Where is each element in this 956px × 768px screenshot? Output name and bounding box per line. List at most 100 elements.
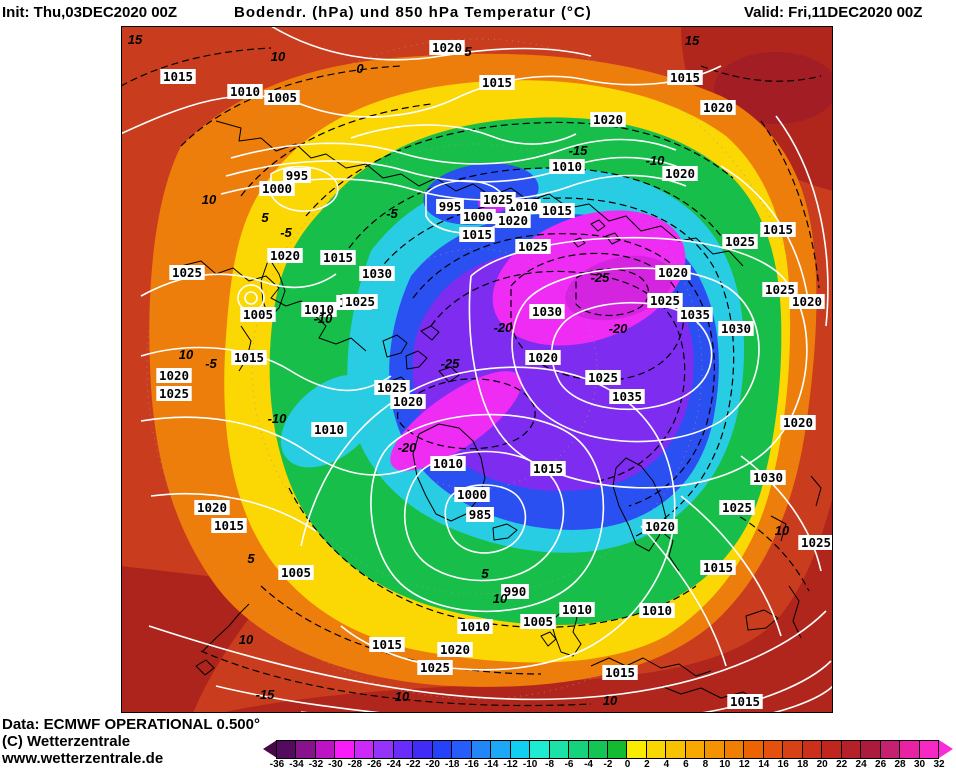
svg-text:1015: 1015 <box>163 69 193 84</box>
colorbar-tick-label: 14 <box>758 759 770 768</box>
colorbar-cell <box>334 740 355 759</box>
colorbar-cell <box>490 740 511 759</box>
temperature-contour-label: -5 <box>386 206 398 221</box>
pressure-label: 1025 <box>647 293 683 308</box>
svg-text:1030: 1030 <box>753 470 783 485</box>
svg-text:1020: 1020 <box>528 350 558 365</box>
colorbar-cell <box>918 740 939 759</box>
colorbar-cell <box>529 740 550 759</box>
temperature-labels-layer: 15 10 5 0 15 -15 -10 10 5 -5 -5 -10 10 -5 -10 -25 -20 -20… <box>128 32 790 708</box>
colorbar-cell <box>879 740 901 759</box>
colorbar-tick-label: 16 <box>777 759 789 768</box>
svg-text:1025: 1025 <box>650 293 680 308</box>
svg-text:1020: 1020 <box>432 40 462 55</box>
pressure-label: 1015 <box>539 203 575 218</box>
temperature-contour-label: 5 <box>464 44 472 59</box>
temperature-contour-label: 0 <box>356 61 364 76</box>
svg-text:1000: 1000 <box>457 487 487 502</box>
pressure-label: 1000 <box>454 487 490 502</box>
svg-text:1030: 1030 <box>721 321 751 336</box>
colorbar-cell <box>899 740 920 759</box>
svg-text:1035: 1035 <box>680 307 710 322</box>
colorbar-tick-label: 30 <box>913 759 926 768</box>
temperature-colorbar: -36 -34 -32 -30 -28 -26 -24 -22 -20 -18 -16 -14 -12-… <box>263 740 956 768</box>
colorbar-cell <box>451 740 472 759</box>
svg-text:1010: 1010 <box>230 84 260 99</box>
pressure-label: 985 <box>466 507 494 522</box>
map-area: 1015 1010 1005 1020 1015 1015 1020 1020 1020 1010… <box>121 26 833 713</box>
temperature-contour-label: -20 <box>398 440 418 455</box>
svg-text:985: 985 <box>469 507 492 522</box>
svg-text:1005: 1005 <box>267 90 297 105</box>
pressure-label: 1015 <box>727 694 763 709</box>
pressure-label: 1025 <box>169 265 205 280</box>
pressure-label: 1015 <box>320 250 356 265</box>
colorbar-cell <box>431 740 453 759</box>
svg-text:1020: 1020 <box>440 642 470 657</box>
svg-text:1025: 1025 <box>377 380 407 395</box>
colorbar-tick-label: -28 <box>347 759 363 768</box>
colorbar-tick-label: 32 <box>933 759 945 768</box>
pressure-label: 1015 <box>667 70 703 85</box>
colorbar-cell <box>626 740 647 759</box>
pressure-label: 1015 <box>231 350 267 365</box>
colorbar-tick-label: -22 <box>406 759 421 768</box>
temperature-contour-label: -10 <box>268 411 288 426</box>
colorbar-tick-label: 12 <box>738 759 750 768</box>
colorbar-cell <box>723 740 745 759</box>
svg-text:1020: 1020 <box>665 166 695 181</box>
pressure-label: 1020 <box>429 40 465 55</box>
colorbar-cell <box>607 740 628 759</box>
colorbar-tick-label: -30 <box>328 759 343 768</box>
colorbar-tick-label: 28 <box>894 759 906 768</box>
colorbar-tick-label: 20 <box>816 759 828 768</box>
pressure-label: 1035 <box>609 389 645 404</box>
colorbar-cell <box>704 740 725 759</box>
pressure-label: 990 <box>501 584 529 599</box>
svg-text:1015: 1015 <box>730 694 760 709</box>
temperature-contour-label: 10 <box>271 49 286 64</box>
pressure-label: 1010 <box>311 422 347 437</box>
svg-text:1020: 1020 <box>197 500 227 515</box>
colorbar-cell <box>392 740 414 759</box>
colorbar-cell <box>684 740 706 759</box>
isobar-layer <box>121 26 833 713</box>
pressure-label: 1025 <box>585 370 621 385</box>
svg-text:1010: 1010 <box>304 302 334 317</box>
colorbar-cell <box>314 740 336 759</box>
svg-text:1020: 1020 <box>270 248 300 263</box>
svg-text:1000: 1000 <box>463 209 493 224</box>
pressure-label: 1030 <box>750 470 786 485</box>
colorbar-tick-label: 22 <box>836 759 848 768</box>
svg-text:1010: 1010 <box>562 602 592 617</box>
colorbar-tick-label: -2 <box>603 759 613 768</box>
colorbar-cell <box>587 740 608 759</box>
pressure-label: 1020 <box>700 100 736 115</box>
temperature-contour-label: 10 <box>775 523 790 538</box>
pressure-label: 1025 <box>417 660 453 675</box>
colorbar-tick-label: 0 <box>624 759 631 768</box>
temperature-contour-label: -10 <box>314 311 334 326</box>
pressure-label: 1015 <box>602 665 638 680</box>
pressure-label: 1025 <box>722 234 758 249</box>
temperature-contour-label: 10 <box>179 347 194 362</box>
svg-text:1025: 1025 <box>420 660 450 675</box>
svg-text:1010: 1010 <box>460 619 490 634</box>
svg-text:1005: 1005 <box>243 307 273 322</box>
map-frame <box>121 26 833 713</box>
svg-text:1035: 1035 <box>612 389 642 404</box>
svg-text:1015: 1015 <box>323 250 353 265</box>
svg-text:1015: 1015 <box>214 518 244 533</box>
pressure-label: 1015 <box>479 75 515 90</box>
pressure-label: 1005 <box>278 565 314 580</box>
colorbar-tick-label: -8 <box>545 759 555 768</box>
temperature-contour-label: 5 <box>261 210 269 225</box>
colorbar-cell <box>353 740 375 759</box>
colorbar-cell <box>373 740 394 759</box>
svg-text:1025: 1025 <box>483 192 513 207</box>
colorbar-cell <box>645 740 667 759</box>
svg-text:1015: 1015 <box>234 350 264 365</box>
svg-text:1025: 1025 <box>801 535 831 550</box>
svg-text:1015: 1015 <box>372 637 402 652</box>
pressure-label: 1020 <box>655 265 691 280</box>
